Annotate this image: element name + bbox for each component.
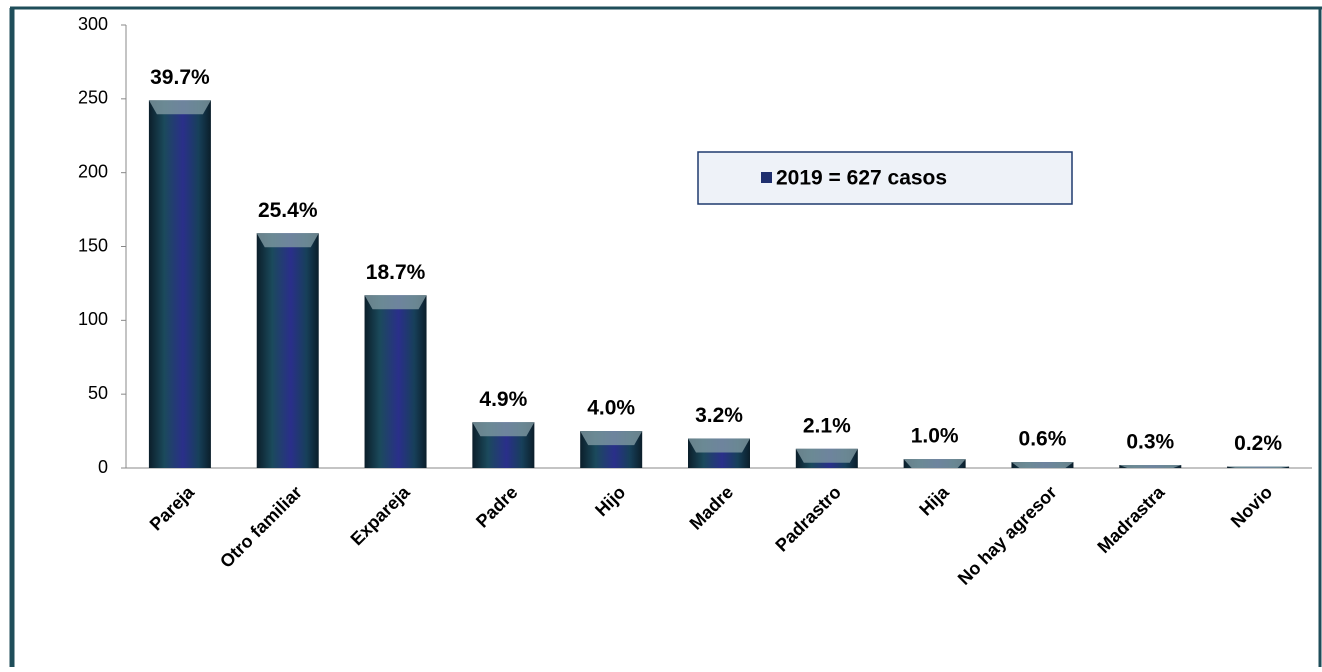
bar-cap [903, 459, 966, 468]
bar-cap [580, 431, 643, 446]
bar-cap [1011, 462, 1074, 468]
bar-cap [364, 295, 427, 310]
x-tick-label: Otro familiar [216, 482, 306, 572]
x-tick-label: Novio [1227, 482, 1277, 532]
bar-cap [1227, 466, 1290, 468]
x-tick-label: Padre [472, 482, 522, 532]
bar-cap [256, 233, 319, 248]
bar-cap [1119, 465, 1182, 468]
y-tick-label: 300 [78, 14, 108, 34]
y-tick-label: 150 [78, 235, 108, 255]
data-label: 25.4% [258, 199, 318, 222]
x-tick-label: Hijo [591, 482, 629, 520]
y-tick-label: 250 [78, 88, 108, 108]
data-label: 39.7% [150, 66, 210, 89]
bar-cap [148, 100, 211, 115]
data-label: 0.6% [1019, 428, 1067, 451]
legend-box [697, 151, 1073, 205]
data-label: 4.9% [479, 388, 527, 411]
legend-label: 2019 = 627 casos [776, 167, 947, 190]
data-label: 0.3% [1126, 431, 1174, 454]
data-label: 3.2% [695, 404, 743, 427]
y-tick-label: 50 [88, 383, 108, 403]
data-label: 1.0% [911, 425, 959, 448]
x-tick-label: Pareja [146, 481, 199, 534]
x-tick-label: Madre [686, 482, 738, 534]
x-tick-label: Expareja [347, 481, 415, 549]
data-label: 18.7% [366, 261, 426, 284]
x-tick-label: Padrastro [771, 482, 845, 556]
bar-cap [795, 448, 858, 463]
bar-cap [472, 422, 535, 437]
x-tick-label: No hay agresor [954, 482, 1061, 589]
x-tick-label: Madrastra [1093, 481, 1169, 557]
bar-cap [688, 438, 750, 453]
bar [256, 233, 319, 468]
x-tick-label: Hija [915, 481, 953, 519]
y-tick-label: 100 [78, 309, 108, 329]
y-tick-label: 200 [78, 161, 108, 181]
data-label: 0.2% [1234, 432, 1282, 455]
legend-swatch [761, 172, 772, 183]
legend: 2019 = 627 casos [697, 151, 1073, 205]
bar [364, 295, 427, 468]
y-tick-label: 0 [98, 457, 108, 477]
data-label: 2.1% [803, 414, 851, 437]
data-label: 4.0% [587, 397, 635, 420]
bar [148, 100, 211, 468]
